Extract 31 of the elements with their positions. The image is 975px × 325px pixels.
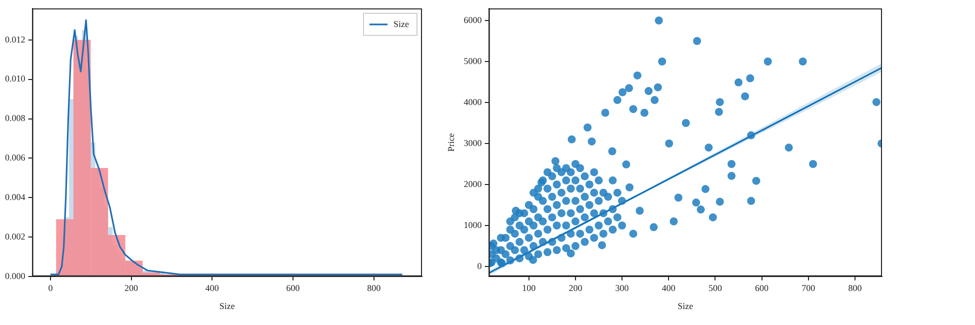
x-tick-label: 800: [367, 283, 382, 294]
x-tick-label: 700: [802, 283, 816, 294]
x-tick-label: 500: [708, 283, 722, 294]
x-tick-label: 200: [568, 283, 583, 294]
y-tick-label: 6000: [464, 14, 482, 25]
y-tick-label: 5000: [464, 56, 482, 66]
y-tick-label: 0.000: [5, 270, 26, 281]
x-axis-title: Size: [219, 300, 235, 311]
x-axis-title: Size: [678, 300, 694, 311]
x-tick-label: 0: [48, 283, 54, 294]
x-tick-label: 400: [205, 283, 220, 294]
y-tick-label: 0.008: [5, 113, 26, 124]
y-tick-label: 1000: [464, 220, 482, 230]
legend-label: Size: [394, 18, 410, 29]
x-tick-label: 200: [124, 283, 139, 294]
y-tick-label: 0.010: [5, 74, 26, 84]
x-tick-label: 100: [522, 283, 536, 294]
y-tick-label: 2000: [464, 178, 482, 189]
y-tick-label: 0.006: [5, 152, 26, 163]
y-tick-label: 0.002: [5, 231, 26, 242]
x-tick-label: 800: [848, 283, 862, 294]
y-tick-label: 3000: [464, 138, 482, 148]
y-tick-label: 0: [477, 260, 482, 271]
x-tick-label: 300: [615, 283, 630, 294]
x-tick-label: 600: [286, 283, 300, 294]
y-axis-title: Price: [446, 133, 456, 152]
y-tick-label: 0.004: [5, 192, 26, 202]
x-tick-label: 400: [662, 283, 676, 294]
x-tick-label: 600: [755, 283, 770, 294]
y-tick-label: 4000: [464, 96, 482, 107]
y-tick-label: 0.012: [5, 34, 26, 44]
